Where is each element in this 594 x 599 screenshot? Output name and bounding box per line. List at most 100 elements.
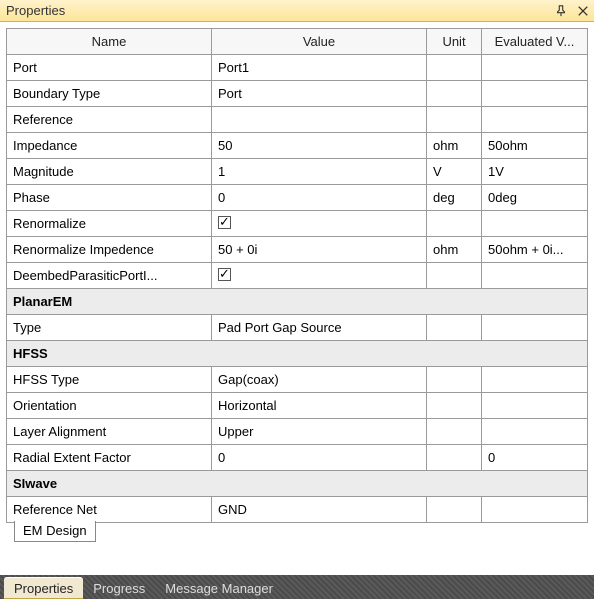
property-unit xyxy=(427,419,482,445)
properties-panel-body: Name Value Unit Evaluated V... PortPort1… xyxy=(0,22,594,543)
property-evaluated: 1V xyxy=(482,159,588,185)
property-value-cell[interactable]: Port1 xyxy=(212,55,427,81)
property-unit: ohm xyxy=(427,237,482,263)
inner-tab-em-design[interactable]: EM Design xyxy=(14,521,96,542)
property-value-cell[interactable]: Upper xyxy=(212,419,427,445)
table-row: Layer AlignmentUpper xyxy=(7,419,588,445)
property-evaluated xyxy=(482,315,588,341)
table-row: Phase0deg0deg xyxy=(7,185,588,211)
property-evaluated: 0deg xyxy=(482,185,588,211)
bottom-tab-progress[interactable]: Progress xyxy=(83,577,155,599)
property-name: Boundary Type xyxy=(7,81,212,107)
property-value-cell[interactable] xyxy=(212,211,427,237)
property-value-cell[interactable]: GND xyxy=(212,497,427,523)
property-evaluated xyxy=(482,55,588,81)
panel-titlebar: Properties xyxy=(0,0,594,22)
property-evaluated xyxy=(482,211,588,237)
checkbox[interactable] xyxy=(218,268,231,281)
property-value-cell[interactable]: 0 xyxy=(212,185,427,211)
properties-grid: Name Value Unit Evaluated V... PortPort1… xyxy=(6,28,588,523)
property-evaluated xyxy=(482,497,588,523)
property-evaluated: 50ohm + 0i... xyxy=(482,237,588,263)
property-name: Port xyxy=(7,55,212,81)
property-evaluated xyxy=(482,419,588,445)
table-row: HFSS TypeGap(coax) xyxy=(7,367,588,393)
property-evaluated xyxy=(482,367,588,393)
property-unit: ohm xyxy=(427,133,482,159)
property-evaluated: 50ohm xyxy=(482,133,588,159)
table-row: DeembedParasiticPortI... xyxy=(7,263,588,289)
property-name: Renormalize Impedence xyxy=(7,237,212,263)
property-evaluated xyxy=(482,107,588,133)
bottom-tab-properties[interactable]: Properties xyxy=(4,577,83,599)
property-unit xyxy=(427,445,482,471)
table-row: Renormalize xyxy=(7,211,588,237)
property-value-cell[interactable]: 1 xyxy=(212,159,427,185)
table-row: OrientationHorizontal xyxy=(7,393,588,419)
property-value-cell[interactable] xyxy=(212,107,427,133)
panel-title: Properties xyxy=(6,3,65,18)
section-header: PlanarEM xyxy=(7,289,588,315)
section-header: SIwave xyxy=(7,471,588,497)
col-header-value[interactable]: Value xyxy=(212,29,427,55)
property-unit xyxy=(427,393,482,419)
titlebar-controls xyxy=(554,4,590,18)
property-value-cell[interactable] xyxy=(212,263,427,289)
checkbox[interactable] xyxy=(218,216,231,229)
table-row: Boundary TypePort xyxy=(7,81,588,107)
grid-header-row: Name Value Unit Evaluated V... xyxy=(7,29,588,55)
section-header: HFSS xyxy=(7,341,588,367)
table-row: SIwave xyxy=(7,471,588,497)
table-row: Radial Extent Factor00 xyxy=(7,445,588,471)
property-value-cell[interactable]: 50 xyxy=(212,133,427,159)
property-unit xyxy=(427,315,482,341)
pin-icon[interactable] xyxy=(554,4,568,18)
property-name: Impedance xyxy=(7,133,212,159)
property-value-cell[interactable]: 50 + 0i xyxy=(212,237,427,263)
col-header-unit[interactable]: Unit xyxy=(427,29,482,55)
bottom-tab-message-manager[interactable]: Message Manager xyxy=(155,577,283,599)
property-name: Reference Net xyxy=(7,497,212,523)
property-value-cell[interactable]: Port xyxy=(212,81,427,107)
property-unit xyxy=(427,367,482,393)
table-row: Reference NetGND xyxy=(7,497,588,523)
bottom-tab-strip: Properties Progress Message Manager xyxy=(0,575,594,599)
property-name: Orientation xyxy=(7,393,212,419)
property-name: Radial Extent Factor xyxy=(7,445,212,471)
property-evaluated: 0 xyxy=(482,445,588,471)
property-value-cell[interactable]: Gap(coax) xyxy=(212,367,427,393)
property-value-cell[interactable]: Horizontal xyxy=(212,393,427,419)
property-unit xyxy=(427,55,482,81)
property-name: DeembedParasiticPortI... xyxy=(7,263,212,289)
property-name: Type xyxy=(7,315,212,341)
table-row: Impedance50ohm50ohm xyxy=(7,133,588,159)
table-row: PlanarEM xyxy=(7,289,588,315)
table-row: HFSS xyxy=(7,341,588,367)
table-row: TypePad Port Gap Source xyxy=(7,315,588,341)
property-evaluated xyxy=(482,263,588,289)
property-unit xyxy=(427,81,482,107)
property-value-cell[interactable]: Pad Port Gap Source xyxy=(212,315,427,341)
property-name: HFSS Type xyxy=(7,367,212,393)
property-name: Reference xyxy=(7,107,212,133)
property-unit xyxy=(427,263,482,289)
property-evaluated xyxy=(482,81,588,107)
property-name: Renormalize xyxy=(7,211,212,237)
property-evaluated xyxy=(482,393,588,419)
table-row: Renormalize Impedence50 + 0iohm50ohm + 0… xyxy=(7,237,588,263)
col-header-evaluated[interactable]: Evaluated V... xyxy=(482,29,588,55)
table-row: Reference xyxy=(7,107,588,133)
property-unit: deg xyxy=(427,185,482,211)
col-header-name[interactable]: Name xyxy=(7,29,212,55)
table-row: Magnitude1V1V xyxy=(7,159,588,185)
property-unit xyxy=(427,497,482,523)
close-icon[interactable] xyxy=(576,4,590,18)
property-value-cell[interactable]: 0 xyxy=(212,445,427,471)
property-unit xyxy=(427,211,482,237)
inner-tab-strip: EM Design xyxy=(6,522,588,543)
table-row: PortPort1 xyxy=(7,55,588,81)
property-unit xyxy=(427,107,482,133)
property-unit: V xyxy=(427,159,482,185)
property-name: Magnitude xyxy=(7,159,212,185)
property-name: Phase xyxy=(7,185,212,211)
